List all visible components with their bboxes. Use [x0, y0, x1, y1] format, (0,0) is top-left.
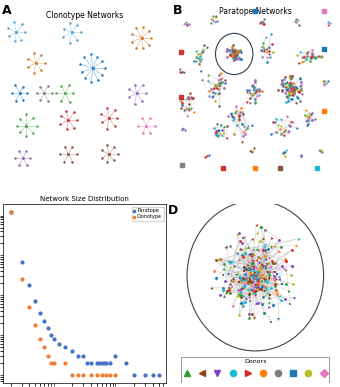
- Paratope: [56, 341, 62, 347]
- Clonotype: [113, 372, 118, 378]
- Clonotype: [88, 372, 94, 378]
- Clonotype: [70, 372, 75, 378]
- Paratope: [62, 344, 67, 350]
- Clonotype: [45, 353, 51, 359]
- Paratope: [70, 348, 75, 354]
- Paratope: [107, 360, 112, 366]
- Paratope: [81, 353, 86, 359]
- Paratope: [97, 360, 102, 366]
- Paratope: [124, 360, 129, 366]
- Clonotype: [76, 372, 81, 378]
- Text: Paratope Networks: Paratope Networks: [219, 7, 292, 17]
- Paratope: [33, 298, 38, 305]
- Paratope: [51, 336, 56, 342]
- Clonotype: [27, 304, 32, 310]
- Paratope: [8, 209, 14, 216]
- Paratope: [142, 372, 148, 378]
- Clonotype: [103, 372, 109, 378]
- Text: D: D: [168, 204, 178, 217]
- Clonotype: [51, 360, 56, 366]
- Clonotype: [62, 360, 67, 366]
- Title: Network Size Distribution: Network Size Distribution: [40, 197, 129, 202]
- Text: B: B: [172, 4, 182, 17]
- Paratope: [88, 360, 94, 366]
- Clonotype: [8, 209, 14, 216]
- Clonotype: [37, 336, 43, 342]
- Clonotype: [99, 372, 104, 378]
- Text: Donors: Donors: [244, 359, 267, 364]
- Paratope: [41, 319, 47, 325]
- Paratope: [131, 372, 137, 378]
- Paratope: [103, 360, 109, 366]
- Clonotype: [81, 372, 86, 378]
- Text: A: A: [2, 4, 12, 17]
- Paratope: [113, 353, 118, 359]
- Paratope: [85, 360, 90, 366]
- Paratope: [19, 259, 24, 265]
- Paratope: [99, 360, 104, 366]
- Paratope: [101, 360, 107, 366]
- Paratope: [45, 325, 51, 331]
- FancyBboxPatch shape: [181, 357, 329, 386]
- Clonotype: [94, 372, 100, 378]
- Clonotype: [33, 322, 38, 328]
- Text: Clonotype Networks: Clonotype Networks: [46, 11, 123, 20]
- Paratope: [94, 360, 100, 366]
- Clonotype: [107, 372, 112, 378]
- Paratope: [27, 282, 32, 288]
- Clonotype: [41, 344, 47, 350]
- Paratope: [48, 332, 54, 338]
- Legend: Paratope, Clonotype: Paratope, Clonotype: [132, 207, 164, 221]
- Paratope: [76, 353, 81, 359]
- Clonotype: [48, 360, 54, 366]
- Paratope: [37, 310, 43, 317]
- Paratope: [156, 372, 161, 378]
- Paratope: [150, 372, 155, 378]
- Clonotype: [19, 276, 24, 283]
